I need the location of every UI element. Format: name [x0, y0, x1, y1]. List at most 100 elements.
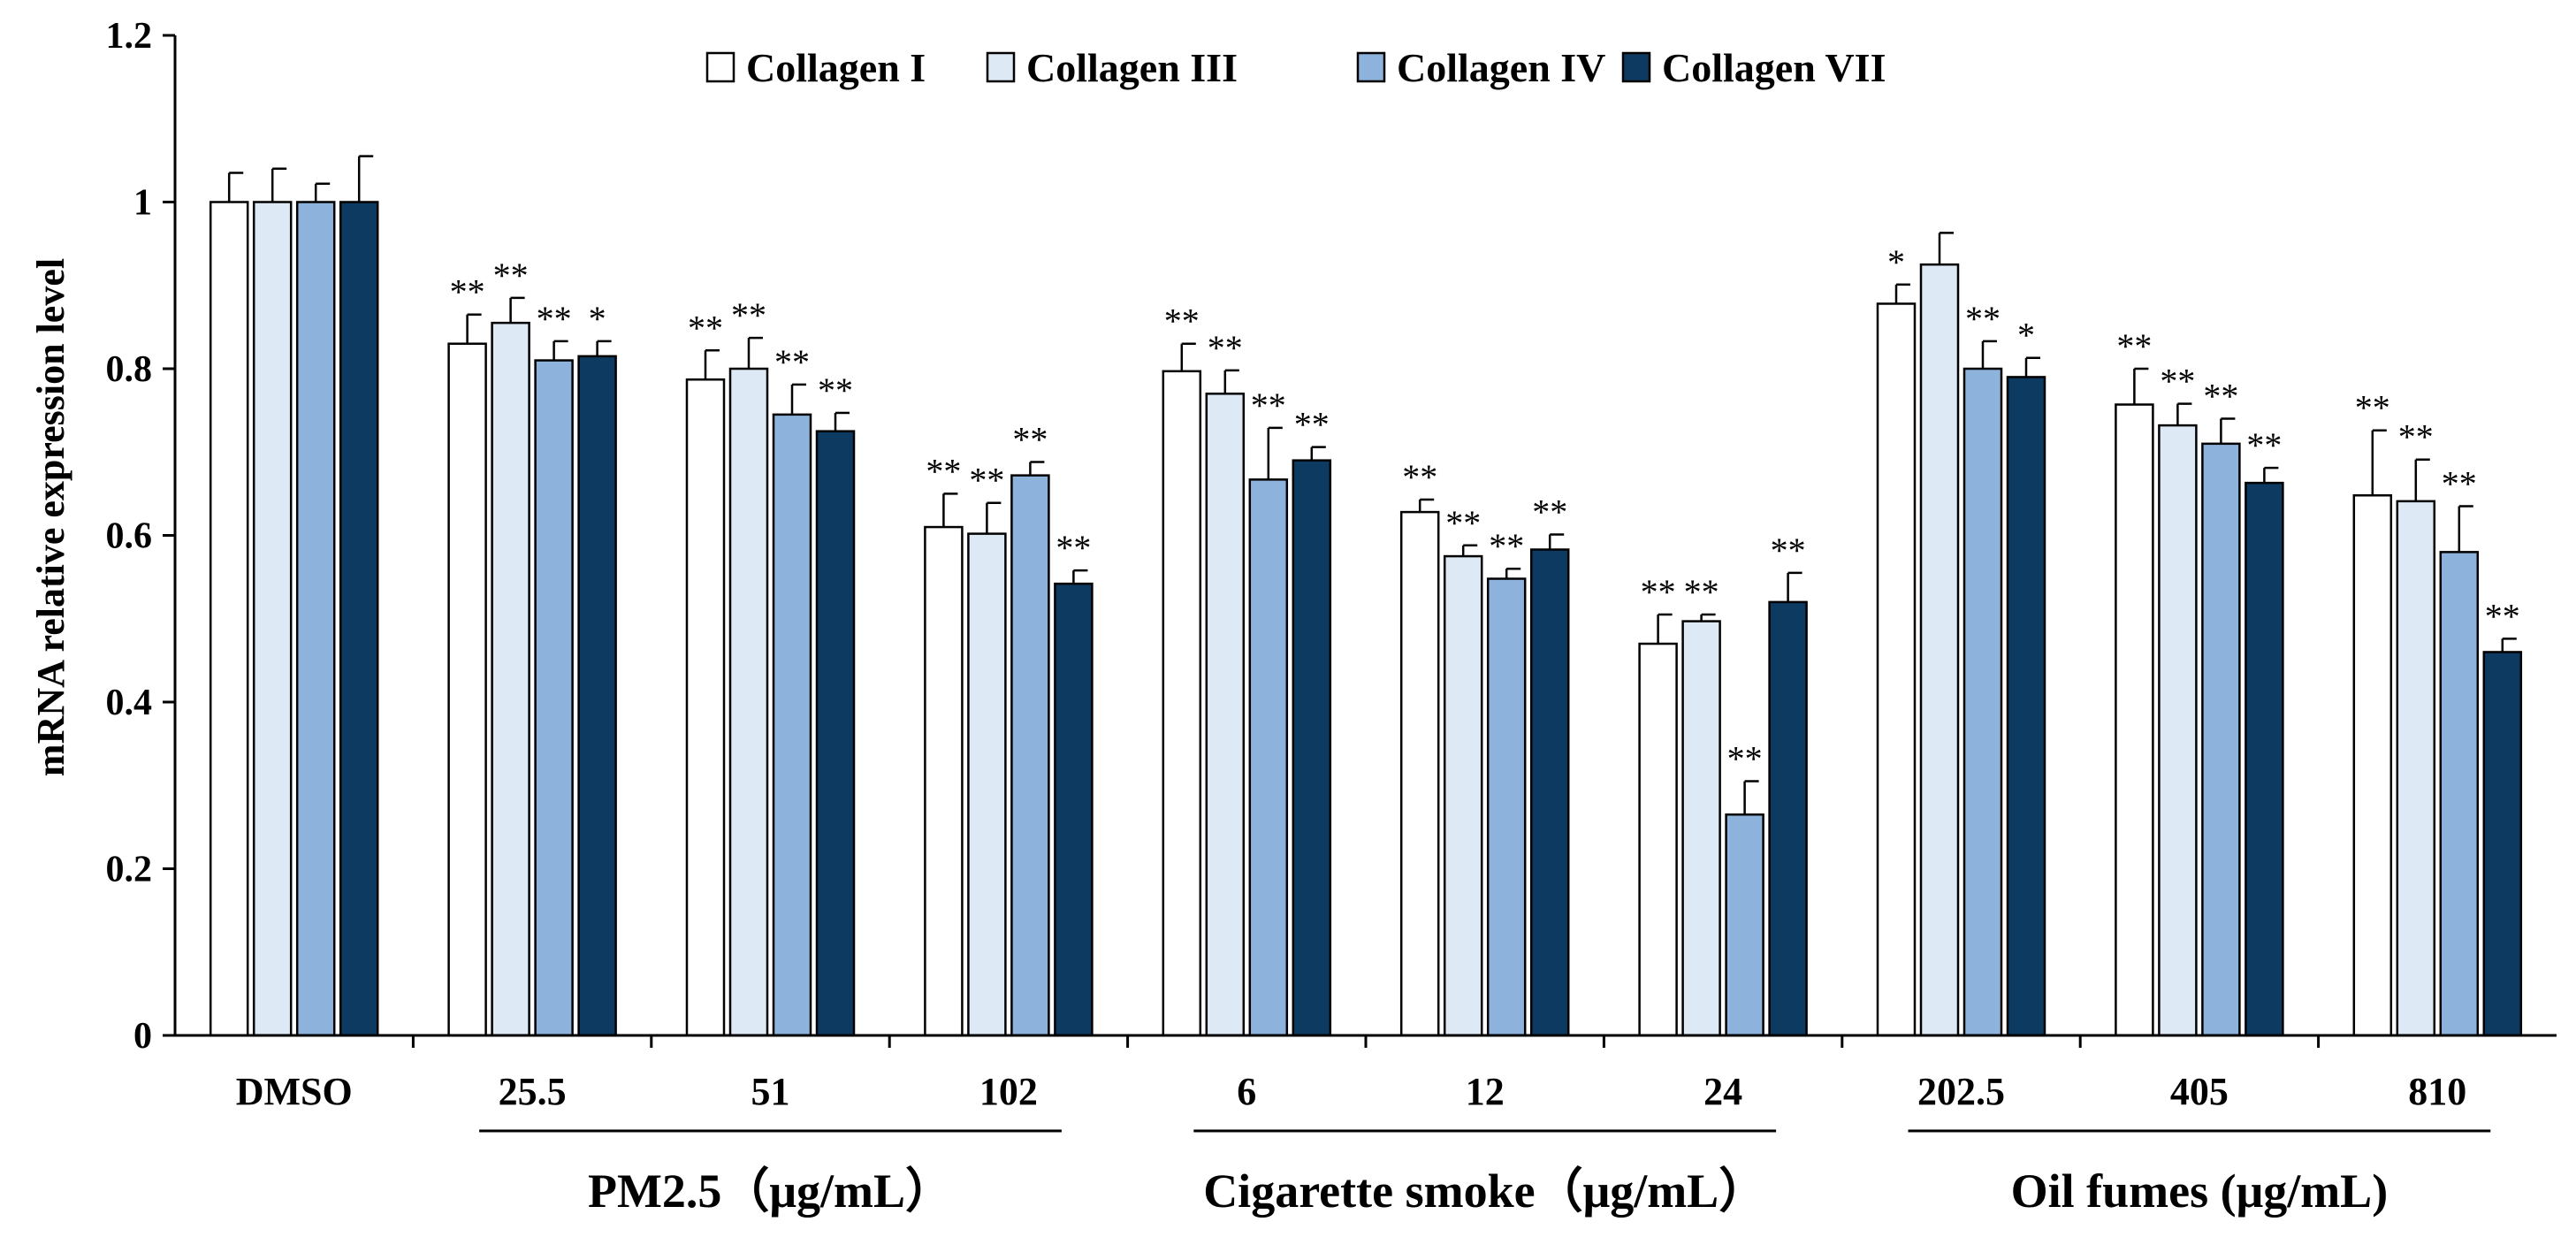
bar: [1399, 510, 1440, 1037]
significance-mark: **: [1208, 328, 1243, 368]
significance-mark: **: [969, 461, 1004, 500]
significance-mark: **: [2355, 388, 2390, 428]
x-category-label: 51: [751, 1070, 790, 1113]
x-category-label: 202.5: [1917, 1070, 2005, 1113]
significance-mark: **: [688, 308, 723, 347]
significance-mark: **: [2203, 377, 2238, 416]
significance-mark: **: [537, 299, 572, 339]
x-category-label: 810: [2408, 1070, 2466, 1113]
bar: [2158, 424, 2198, 1037]
bar: [1443, 554, 1483, 1037]
bar: [339, 201, 379, 1037]
bar: [1054, 582, 1094, 1037]
bar: [1205, 393, 1246, 1037]
x-category-label: 25.5: [499, 1070, 567, 1113]
significance-mark: **: [926, 451, 961, 491]
significance-mark: *: [2017, 316, 2035, 355]
bar: [1010, 474, 1050, 1037]
bar: [1919, 263, 1960, 1037]
bar: [447, 342, 487, 1037]
bar: [2115, 403, 2154, 1037]
significance-mark: **: [2442, 464, 2477, 504]
bar: [1725, 813, 1764, 1037]
bar: [491, 321, 530, 1037]
significance-mark: **: [493, 256, 529, 295]
significance-mark: *: [1887, 242, 1905, 282]
group-label: Cigarette smoke（μg/mL）: [1203, 1164, 1766, 1218]
x-category-label: 12: [1466, 1070, 1505, 1113]
group-label: Oil fumes (μg/mL): [2011, 1164, 2389, 1218]
bar: [2352, 494, 2393, 1037]
legend-swatch: [986, 51, 1016, 83]
significance-mark: **: [1251, 386, 1286, 425]
legend: Collagen I Collagen III Collagen IV Collage…: [705, 45, 1886, 90]
significance-mark: **: [2398, 417, 2434, 457]
bar: [967, 532, 1007, 1037]
bar: [1768, 600, 1808, 1037]
significance-mark: **: [1771, 531, 1806, 570]
y-tick-label: 1.2: [106, 16, 153, 57]
significance-mark: **: [2246, 425, 2282, 465]
significance-mark: **: [1294, 405, 1330, 445]
bar: [2244, 481, 2284, 1037]
bar: [2482, 651, 2523, 1037]
significance-mark: **: [1727, 739, 1763, 779]
y-tick-label: 0.8: [106, 349, 153, 390]
significance-mark: **: [774, 342, 810, 382]
significance-mark: **: [2485, 596, 2520, 636]
bar: [1248, 478, 1289, 1037]
bar: [1292, 459, 1332, 1037]
significance-mark: **: [2160, 362, 2195, 401]
legend-swatch: [705, 51, 735, 83]
x-category-label: 102: [979, 1070, 1038, 1113]
bar: [924, 525, 964, 1037]
y-tick-label: 0.2: [106, 850, 153, 890]
significance-mark: **: [1532, 493, 1567, 532]
bar: [1162, 370, 1202, 1037]
bar: [2201, 442, 2241, 1037]
x-category-label: 405: [2170, 1070, 2229, 1113]
legend-swatch: [1356, 51, 1386, 83]
y-tick-label: 0: [133, 1016, 152, 1057]
bar: [252, 201, 293, 1037]
bar: [2396, 500, 2436, 1037]
y-axis-label: mRNA relative expression level: [29, 258, 72, 776]
bar: [1681, 620, 1721, 1037]
x-axis: DMSO 25.5 51 102 6 12 24 202.5 405 810 PM2.5（μg/mL…: [175, 1034, 2557, 1218]
bar: [772, 413, 812, 1037]
significance-mark: **: [1164, 302, 1200, 341]
significance-mark: **: [1684, 572, 1719, 612]
significance-mark: **: [1641, 572, 1676, 612]
significance-mark: **: [2116, 326, 2152, 366]
y-tick-label: 0.6: [106, 516, 153, 557]
x-category-label: DMSO: [236, 1070, 353, 1113]
significance-mark: **: [1012, 420, 1048, 460]
group-label: PM2.5（μg/mL）: [588, 1164, 953, 1218]
bar: [1638, 642, 1678, 1037]
legend-label: Collagen IV: [1397, 45, 1605, 90]
x-category-label: 24: [1703, 1070, 1742, 1113]
significance-mark: **: [1489, 526, 1524, 566]
bar: [295, 201, 336, 1037]
bar: [728, 367, 769, 1037]
bar: [685, 378, 726, 1037]
bar: [1962, 367, 2003, 1037]
significance-mark: **: [1445, 503, 1481, 543]
significance-mark: *: [589, 299, 606, 339]
significance-mark: **: [1965, 299, 2001, 339]
bar: [209, 201, 249, 1037]
bar: [1876, 302, 1917, 1037]
bar: [577, 355, 617, 1037]
bar: [815, 430, 856, 1037]
legend-label: Collagen VII: [1662, 45, 1886, 90]
bars: ****************************************…: [209, 155, 2523, 1037]
y-tick-label: 1: [133, 183, 152, 224]
significance-mark: **: [1402, 457, 1437, 497]
legend-swatch: [1621, 51, 1651, 83]
legend-label: Collagen I: [746, 45, 926, 90]
bar: [1486, 577, 1527, 1037]
x-category-label: 6: [1237, 1070, 1256, 1113]
y-tick-label: 0.4: [106, 683, 153, 723]
y-axis: 0 0.2 0.4 0.6 0.8 1 1.2: [106, 16, 177, 1057]
